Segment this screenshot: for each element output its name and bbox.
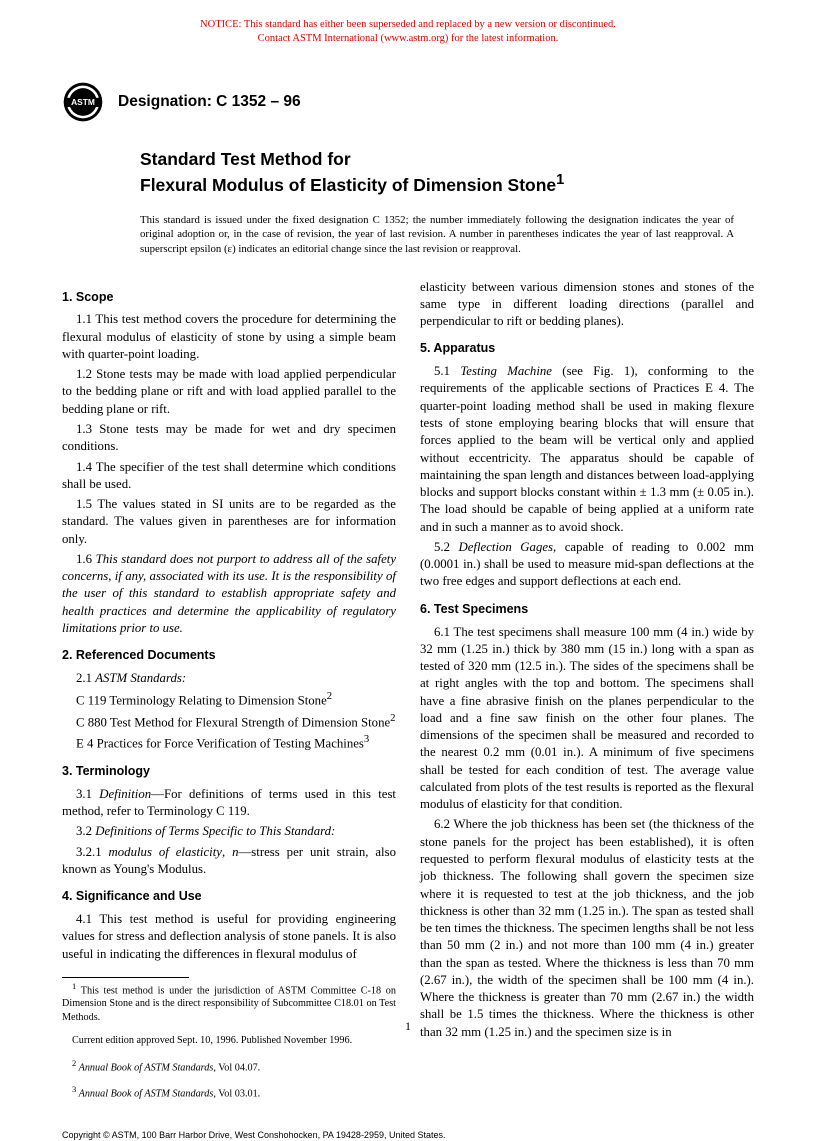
section-3-head: 3. Terminology: [62, 763, 396, 780]
footnote-3: 3 Annual Book of ASTM Standards, Vol 03.…: [62, 1084, 396, 1101]
para-3-2: 3.2 Definitions of Terms Specific to Thi…: [62, 823, 396, 840]
para-4-1-cont: elasticity between various dimension sto…: [420, 279, 754, 331]
title-line1: Standard Test Method for: [140, 149, 754, 171]
para-1-1: 1.1 This test method covers the procedur…: [62, 311, 396, 363]
svg-text:ASTM: ASTM: [71, 97, 95, 107]
copyright: Copyright © ASTM, 100 Barr Harbor Drive,…: [62, 1129, 754, 1141]
para-1-4: 1.4 The specifier of the test shall dete…: [62, 459, 396, 494]
intro-note: This standard is issued under the fixed …: [140, 213, 734, 257]
para-3-2-1: 3.2.1 modulus of elasticity, n—stress pe…: [62, 844, 396, 879]
section-6-head: 6. Test Specimens: [420, 601, 754, 618]
para-5-2: 5.2 Deflection Gages, capable of reading…: [420, 539, 754, 591]
para-6-1: 6.1 The test specimens shall measure 100…: [420, 624, 754, 814]
footnote-2: 2 Annual Book of ASTM Standards, Vol 04.…: [62, 1058, 396, 1075]
footnote-rule: [62, 977, 189, 978]
title-line2: Flexural Modulus of Elasticity of Dimens…: [140, 171, 754, 197]
title-block: Standard Test Method for Flexural Modulu…: [140, 149, 754, 197]
section-5-head: 5. Apparatus: [420, 340, 754, 357]
para-3-1: 3.1 Definition—For definitions of terms …: [62, 786, 396, 821]
section-1-head: 1. Scope: [62, 289, 396, 306]
body-columns: 1. Scope 1.1 This test method covers the…: [62, 279, 754, 1102]
para-4-1: 4.1 This test method is useful for provi…: [62, 911, 396, 963]
page-number: 1: [0, 1018, 816, 1034]
para-6-2: 6.2 Where the job thickness has been set…: [420, 816, 754, 1040]
para-5-1: 5.1 Testing Machine (see Fig. 1), confor…: [420, 363, 754, 536]
notice-line2: Contact ASTM International (www.astm.org…: [258, 33, 559, 44]
top-notice: NOTICE: This standard has either been su…: [0, 0, 816, 45]
ref-c880: C 880 Test Method for Flexural Strength …: [62, 712, 396, 732]
header-row: ASTM Designation: C 1352 – 96: [62, 81, 754, 123]
para-2-1: 2.1 ASTM Standards:: [62, 670, 396, 687]
astm-logo-icon: ASTM: [62, 81, 104, 123]
title-main: Flexural Modulus of Elasticity of Dimens…: [140, 175, 556, 195]
footnote-1c: Current edition approved Sept. 10, 1996.…: [62, 1034, 396, 1047]
para-1-2: 1.2 Stone tests may be made with load ap…: [62, 366, 396, 418]
notice-line1: NOTICE: This standard has either been su…: [200, 19, 616, 30]
designation: Designation: C 1352 – 96: [118, 92, 301, 113]
para-1-6: 1.6 This standard does not purport to ad…: [62, 551, 396, 637]
title-sup: 1: [556, 172, 564, 188]
ref-e4: E 4 Practices for Force Verification of …: [62, 733, 396, 753]
para-1-5: 1.5 The values stated in SI units are to…: [62, 496, 396, 548]
section-2-head: 2. Referenced Documents: [62, 647, 396, 664]
para-1-3: 1.3 Stone tests may be made for wet and …: [62, 421, 396, 456]
section-4-head: 4. Significance and Use: [62, 888, 396, 905]
ref-c119: C 119 Terminology Relating to Dimension …: [62, 690, 396, 710]
